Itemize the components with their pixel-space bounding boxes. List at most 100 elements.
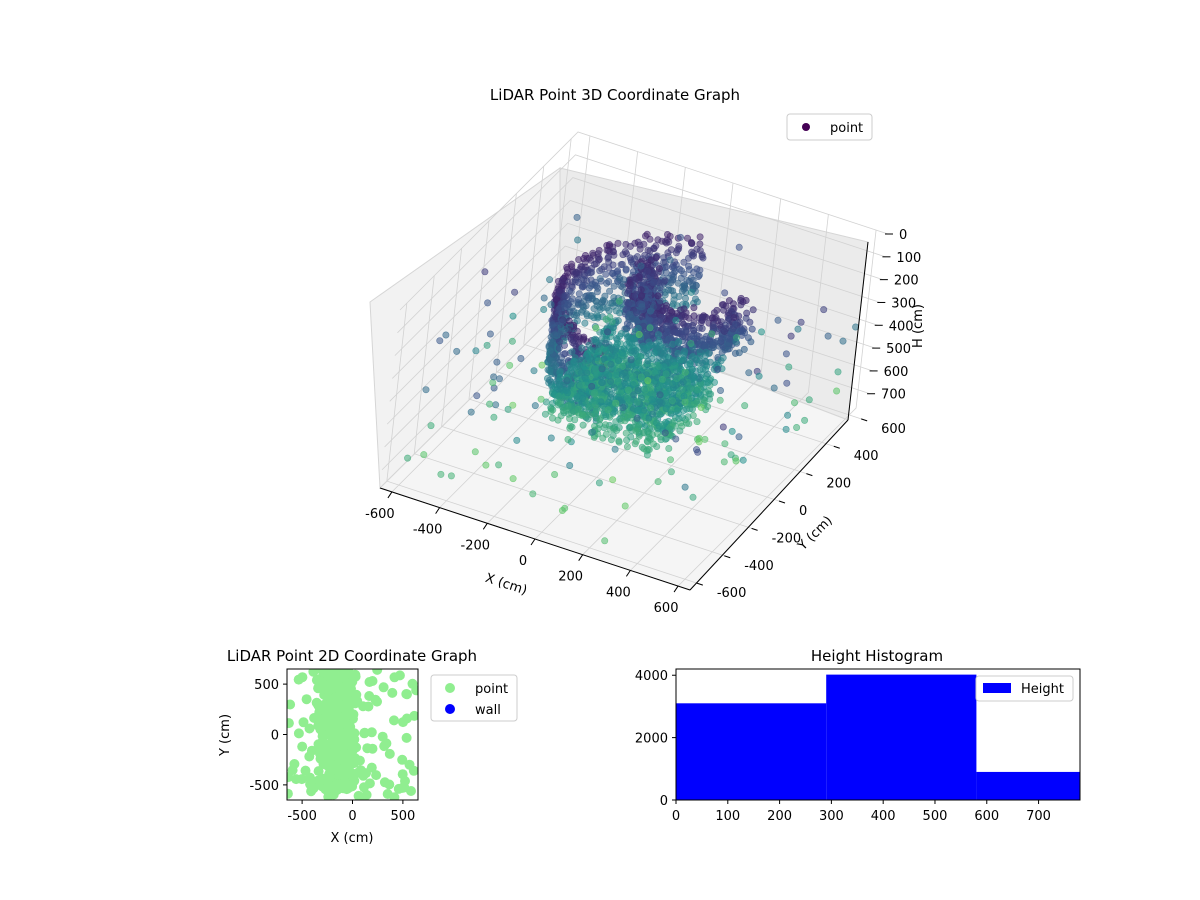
point-3d [564,435,572,443]
point-3d [604,328,612,336]
point-2d [367,676,378,686]
point-3d [787,332,795,340]
point-3d [669,340,677,348]
point-3d [566,461,574,469]
point-3d [626,396,634,404]
point-2d [297,741,308,752]
point-2d [313,766,324,777]
point-3d [681,294,689,302]
point-3d [793,423,801,431]
point-3d [628,340,636,348]
point-3d [574,236,582,244]
point-3d [637,292,645,300]
point-3d [790,399,798,407]
point-3d [693,245,701,253]
point-3d [729,325,737,333]
point-3d [422,386,430,394]
point-3d [622,265,630,273]
point-3d [654,292,662,300]
point-3d [655,265,663,273]
point-2d [362,743,373,754]
point-3d [659,351,667,359]
point-2d [372,669,383,675]
z-tick-label: 0 [899,228,907,243]
point-3d [735,243,743,251]
point-3d [661,277,669,285]
point-3d [663,382,671,390]
point-3d [658,420,666,428]
point-3d [579,336,587,344]
point-3d [679,378,687,386]
point-3d [625,387,633,395]
point-3d [624,289,632,297]
point-3d [632,437,640,445]
point-3d [453,347,461,355]
point-3d [557,318,565,326]
points-2d [287,669,418,800]
point-3d [616,332,624,340]
point-3d [627,355,635,363]
point-3d [606,425,614,433]
point-3d [619,413,627,421]
point-3d [605,278,613,286]
point-3d [698,253,706,261]
point-2d [304,751,315,762]
point-3d [582,352,590,360]
point-3d [567,409,575,417]
point-3d [675,338,683,346]
point-3d [552,330,560,338]
point-3d [538,361,546,369]
point-3d [592,324,600,332]
point-2d [370,694,381,705]
histogram-title: Height Histogram [811,647,943,665]
point-3d [725,297,733,305]
point-2d [306,786,317,797]
x-tick-label-hist: 100 [715,809,740,824]
point-3d [745,369,753,377]
chart-3d: LiDAR Point 3D Coordinate Graph -600 -400… [365,86,926,616]
point-3d [636,245,644,253]
point-3d [690,312,698,320]
point-3d [629,381,637,389]
point-2d [389,672,400,683]
point-3d [609,302,617,310]
point-3d [646,404,654,412]
point-3d [654,331,662,339]
point-3d [694,272,702,280]
point-3d [611,345,619,353]
point-3d [531,402,539,410]
y-tick-label: 400 [854,449,879,464]
point-3d [572,268,580,276]
point-3d [592,406,600,414]
point-3d [740,345,748,353]
point-3d [495,375,503,383]
point-3d [673,407,681,415]
point-3d [653,442,661,450]
point-3d [593,282,601,290]
point-3d [587,292,595,300]
point-3d [648,395,656,403]
point-3d [644,357,652,365]
point-3d [511,288,519,296]
z-tick-label: 500 [886,342,911,357]
x-tick-label-hist: 700 [1026,809,1051,824]
legend-2d-wall-marker [445,704,455,714]
point-3d [573,213,581,221]
chart-histogram: Height Histogram 0 100 200 300 400 500 600 7000… [635,647,1081,824]
point-3d [583,312,591,320]
point-3d [704,402,712,410]
y-tick-label: -600 [717,586,747,601]
point-3d [540,294,548,302]
point-3d [652,368,660,376]
point-3d [563,269,571,277]
point-3d [495,461,503,469]
point-3d [619,283,627,291]
point-3d [513,436,521,444]
point-3d [588,382,596,390]
point-3d [626,254,634,262]
point-3d [687,239,695,247]
point-3d [709,322,717,330]
point-3d [719,423,727,431]
point-2d [291,774,302,785]
point-3d [606,313,614,321]
